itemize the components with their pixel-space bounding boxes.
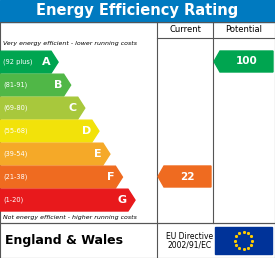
Text: (92 plus): (92 plus) [3,59,32,65]
Text: D: D [82,126,91,136]
Text: (1-20): (1-20) [3,197,23,203]
Polygon shape [0,97,85,119]
Polygon shape [0,143,110,165]
Text: (69-80): (69-80) [3,105,28,111]
Polygon shape [214,51,273,72]
Text: Very energy efficient - lower running costs: Very energy efficient - lower running co… [3,42,137,46]
Bar [215,227,272,254]
Text: F: F [107,172,114,182]
Text: A: A [42,57,50,67]
Polygon shape [158,166,211,187]
Polygon shape [0,51,58,73]
Text: Potential: Potential [226,26,263,35]
Text: 22: 22 [180,172,195,181]
Text: Energy Efficiency Rating: Energy Efficiency Rating [36,4,239,19]
Text: (55-68): (55-68) [3,128,28,134]
Bar [0,223,275,258]
Text: Not energy efficient - higher running costs: Not energy efficient - higher running co… [3,214,137,220]
Text: (21-38): (21-38) [3,174,28,180]
Text: C: C [69,103,77,113]
Text: G: G [118,195,127,205]
Text: (81-91): (81-91) [3,82,27,88]
Text: B: B [54,80,63,90]
Polygon shape [0,74,71,96]
Text: Current: Current [169,26,201,35]
Text: England & Wales: England & Wales [5,234,123,247]
Text: EU Directive: EU Directive [166,232,214,241]
Text: E: E [94,149,102,159]
Bar [0,22,275,223]
Polygon shape [0,120,99,142]
Text: (39-54): (39-54) [3,151,28,157]
Polygon shape [0,189,135,211]
Text: 2002/91/EC: 2002/91/EC [168,241,212,250]
Polygon shape [0,166,122,188]
Bar [0,0,275,22]
Text: 100: 100 [236,57,257,67]
